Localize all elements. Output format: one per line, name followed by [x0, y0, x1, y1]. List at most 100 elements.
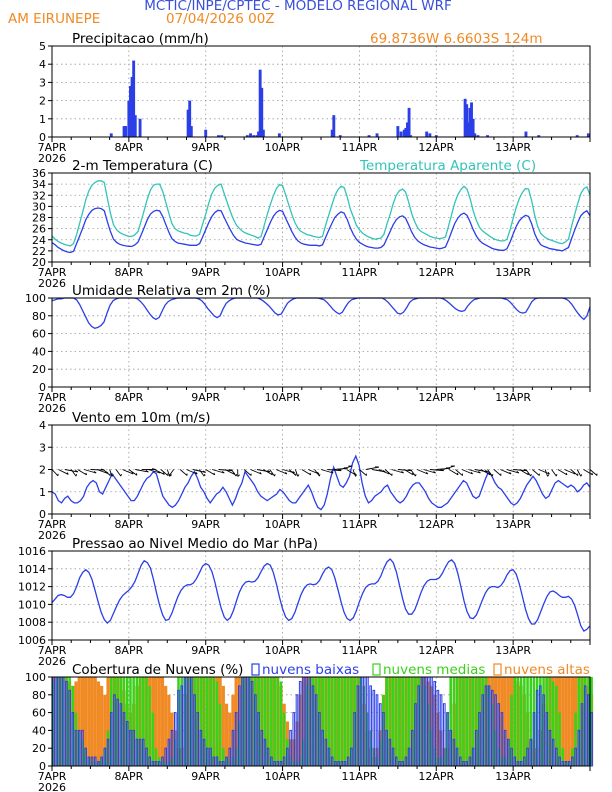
wind-barb-head — [318, 473, 321, 477]
cloud-medium-bar — [359, 677, 363, 766]
wind-barb-head — [412, 472, 414, 476]
wind-barb — [525, 469, 532, 477]
wind-barb — [384, 469, 393, 476]
x-tick-label: 7APR — [38, 770, 67, 783]
cloud-high-bar — [506, 677, 510, 766]
y-tick-label: 0 — [39, 381, 46, 394]
cloud-medium-bar — [324, 677, 328, 766]
precip-bar — [220, 135, 224, 137]
wind-barb — [288, 469, 297, 476]
wind-barb — [576, 469, 582, 477]
wind-barb — [301, 469, 312, 476]
precip-bar — [130, 76, 134, 137]
cloud-medium-bar — [519, 677, 523, 766]
wind-barb — [211, 469, 225, 474]
cloud-medium-bar — [58, 677, 62, 766]
cloud-medium-bar — [574, 712, 577, 766]
precip-bar — [186, 109, 190, 137]
cloud-medium-bar — [212, 677, 216, 766]
wind-barb-head — [330, 470, 334, 474]
cloud-high-bar — [500, 677, 504, 766]
wind-barb — [314, 469, 320, 477]
precip-bar — [406, 122, 409, 137]
wind-barb — [455, 469, 463, 476]
wind-barb — [243, 469, 252, 476]
y-tick-label: 34 — [32, 178, 46, 191]
precip-bar — [109, 133, 113, 137]
precip-bar — [132, 60, 136, 138]
panel-frame — [51, 297, 591, 388]
precip-bar — [367, 135, 371, 137]
y-tick-label: 32 — [32, 189, 46, 202]
cloud-medium-bar — [225, 757, 228, 766]
cloud-high-bar — [429, 685, 434, 766]
cloud-medium-bar — [238, 721, 241, 766]
panel-wind: 0 1 2 3 4 7APR 8APR 9APR 10APR 11APR 12APR 13APR 202… — [38, 410, 598, 542]
precip-bar — [277, 133, 281, 137]
wind-barb-head — [221, 470, 225, 474]
cloud-medium-bar — [270, 677, 273, 766]
x-tick-label: 8APR — [114, 644, 143, 657]
wind-barb — [58, 469, 69, 475]
cloud-medium-bar — [231, 757, 235, 766]
wind-barb — [538, 469, 550, 475]
cloud-medium-bar — [314, 677, 318, 766]
panel-clouds: 0 20 40 60 80 100 7APR 8APR 9APR 10APR 11APR 12APR 1… — [25, 662, 594, 792]
precip-bar — [404, 127, 408, 137]
cloud-low-bar — [590, 712, 593, 767]
x-tick-label: 10APR — [265, 391, 301, 404]
wind-barb-head — [131, 471, 134, 475]
cloud-medium-bar — [382, 694, 385, 766]
legend-swatch — [493, 663, 502, 676]
wind-barb-head — [285, 471, 288, 475]
cloud-medium-bar — [55, 677, 59, 766]
wind-barb-head — [425, 471, 429, 475]
wind-barb-head — [168, 474, 173, 477]
precip-bar — [375, 133, 379, 137]
cloud-medium-bar — [298, 757, 302, 766]
x-year-label: 2026 — [38, 402, 66, 415]
wind-barb-head — [509, 471, 512, 475]
cloud-high-bar — [154, 677, 158, 766]
cloud-medium-bar — [487, 685, 491, 766]
wind-barb — [365, 466, 380, 470]
cloud-medium-bar — [423, 685, 427, 766]
panel-title: Umidade Relativa em 2m (%) — [72, 283, 271, 299]
precip-bar — [122, 126, 126, 137]
wind-barb — [102, 469, 111, 476]
cloud-medium-bar — [334, 677, 337, 766]
panel-title: Precipitacao (mm/h) — [72, 31, 209, 47]
cloud-medium-bar — [535, 677, 539, 766]
y-tick-label: 20 — [32, 742, 46, 755]
cloud-medium-bar — [90, 761, 94, 766]
cloud-medium-bar — [141, 677, 145, 766]
wind-barb-head — [470, 471, 473, 475]
cloud-medium-bar — [378, 739, 382, 766]
wind-barb — [294, 469, 299, 477]
cloud-medium-bar — [484, 677, 488, 766]
cloud-medium-bar — [516, 677, 520, 766]
cloud-medium-bar — [343, 677, 347, 766]
cloud-medium-bar — [164, 761, 167, 766]
wind-barb — [519, 469, 529, 476]
wind-barb-head — [488, 472, 491, 476]
cloud-medium-bar — [481, 677, 485, 766]
cloud-medium-bar — [510, 694, 513, 766]
cloud-medium-bar — [202, 677, 206, 766]
cloud-high-bar — [497, 677, 501, 766]
cloud-high-bar — [301, 677, 305, 766]
cloud-medium-bar — [161, 761, 164, 766]
cloud-medium-bar — [93, 761, 97, 766]
cloud-medium-bar — [234, 748, 238, 766]
precip-bar — [399, 131, 403, 137]
x-year-label: 2026 — [38, 655, 66, 668]
cloud-medium-bar — [302, 739, 305, 766]
y-tick-label: 3 — [39, 441, 46, 454]
cloud-medium-bar — [65, 677, 68, 766]
cloud-medium-bar — [523, 677, 526, 766]
wind-barb-head — [355, 474, 358, 477]
cloud-medium-bar — [311, 677, 315, 766]
panel-title: Vento em 10m (m/s) — [72, 410, 211, 426]
y-tick-label: 80 — [32, 310, 46, 323]
cloud-high-bar — [570, 677, 574, 766]
